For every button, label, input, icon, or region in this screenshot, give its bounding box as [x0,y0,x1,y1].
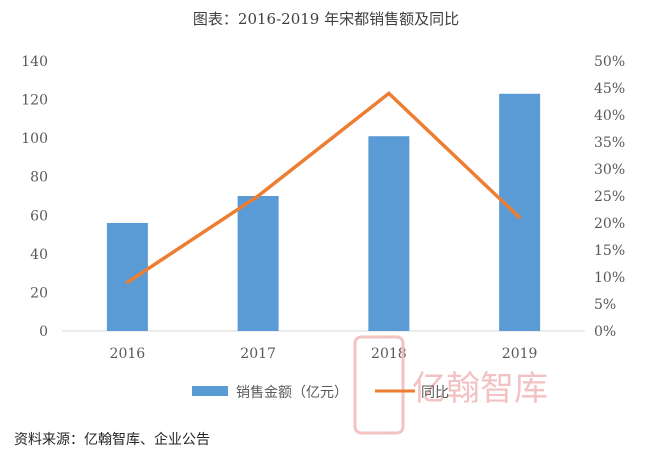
y-right-tick-label: 5% [594,297,616,313]
y-left-tick-label: 0 [39,324,48,340]
bar-2018 [368,136,410,331]
y-axis-right-ticks: 0% 5% 10% 15% 20% 25% 30% 35% 40% 45% 50% [594,54,625,340]
x-tick-label: 2018 [371,346,407,362]
y-left-tick-label: 120 [21,93,48,109]
y-left-tick-label: 80 [30,170,48,186]
y-left-tick-label: 20 [30,285,48,301]
x-axis-ticks: 2016 2017 2018 2019 [110,346,538,362]
bar-2019 [499,93,541,332]
y-left-tick-label: 60 [30,208,48,224]
bar-2016 [106,223,148,331]
y-axis-left-ticks: 0 20 40 60 80 100 120 140 [21,54,48,340]
yoy-line [126,91,521,284]
chart-title: 图表：2016-2019 年宋都销售额及同比 [193,10,459,28]
watermark-seal [353,335,405,435]
y-right-tick-label: 35% [594,135,625,151]
legend: 销售金额（亿元） 同比 [192,385,449,401]
y-right-tick-label: 30% [594,162,625,178]
y-right-tick-label: 25% [594,189,625,205]
yoy-point-2016 [125,280,129,284]
y-right-tick-label: 0% [594,324,616,340]
legend-bar-label: 销售金额（亿元） [236,385,348,401]
bar-2017 [237,196,279,331]
y-right-tick-label: 15% [594,243,625,259]
x-tick-label: 2019 [502,346,538,362]
x-tick-label: 2016 [110,346,146,362]
y-right-tick-label: 50% [594,54,625,70]
y-left-tick-label: 100 [21,131,48,147]
x-tick-label: 2017 [240,346,276,362]
yoy-point-2017 [256,194,260,198]
y-right-tick-label: 40% [594,108,625,124]
yoy-point-2019 [518,216,522,220]
legend-bar-swatch [192,386,228,396]
y-right-tick-label: 20% [594,216,625,232]
source-note: 资料来源：亿翰智库、企业公告 [14,431,210,448]
y-right-tick-label: 45% [594,81,625,97]
line-series [125,91,522,284]
bar-series [106,93,541,332]
legend-line-label: 同比 [421,385,449,401]
watermark-text: 亿翰智库 [412,369,548,409]
yoy-point-2018 [387,91,391,95]
y-left-tick-label: 140 [21,54,48,70]
watermark-logo: 亿翰智库 [353,335,548,435]
y-left-tick-label: 40 [30,247,48,263]
y-right-tick-label: 10% [594,270,625,286]
